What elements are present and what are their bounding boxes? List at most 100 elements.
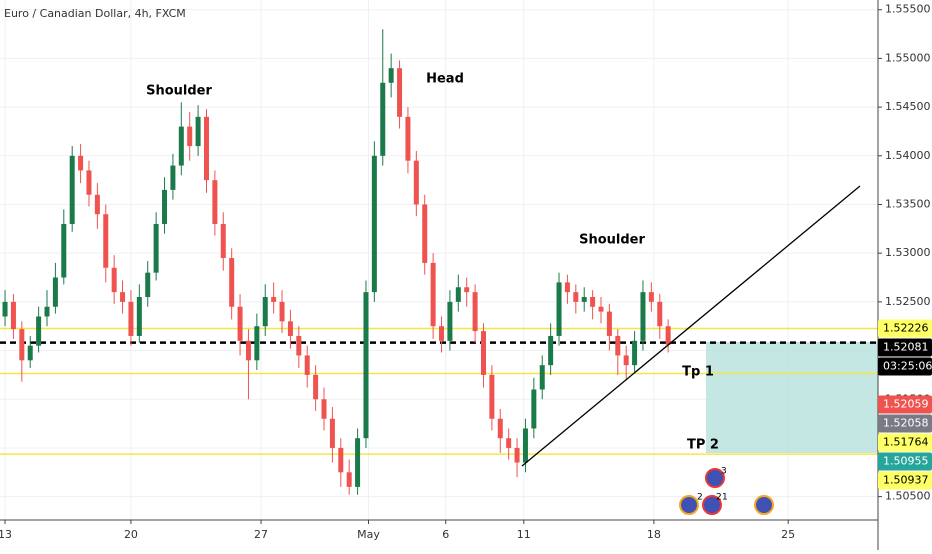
candle-body <box>78 155 84 171</box>
annotation: Shoulder <box>579 233 645 248</box>
y-tick-label: 1.53000 <box>885 246 931 259</box>
candle-body <box>598 306 604 312</box>
candle-body <box>455 287 461 302</box>
candle-body <box>413 160 419 205</box>
event-icon[interactable] <box>705 468 725 488</box>
price-tag-label: 1.52059 <box>883 398 929 411</box>
candle-body <box>573 292 579 302</box>
candle-body <box>506 438 512 448</box>
y-tick-label: 1.54500 <box>885 100 931 113</box>
price-tag-label: 1.50937 <box>883 474 929 487</box>
candle-body <box>271 297 277 302</box>
event-count: 3 <box>721 467 727 477</box>
candle-body <box>44 306 50 317</box>
candle-body <box>422 204 428 263</box>
y-tick-label: 1.52500 <box>885 295 931 308</box>
candle-body <box>447 301 453 341</box>
candle-body <box>203 116 209 181</box>
candle-body <box>355 438 361 487</box>
candle-body <box>338 447 344 473</box>
candle-body <box>514 447 520 463</box>
candle-body <box>380 82 386 156</box>
y-tick-label: 1.53500 <box>885 197 931 210</box>
candle-body <box>489 374 495 419</box>
countdown-tag <box>878 357 932 376</box>
candle-body <box>229 258 235 307</box>
candle-body <box>590 297 596 307</box>
event-count: 2 <box>697 493 703 503</box>
candle-body <box>480 331 486 375</box>
candle-body <box>464 287 470 293</box>
candle-body <box>262 297 268 327</box>
candle-body <box>556 282 562 336</box>
grid <box>0 0 878 520</box>
event-icons: 2 3 2 1 <box>679 467 774 515</box>
candle-body <box>103 214 109 268</box>
candle-body <box>397 68 403 117</box>
candle-body <box>329 418 335 448</box>
candle-body <box>606 311 612 336</box>
chart-title: Euro / Canadian Dollar, 4h, FXCM <box>4 7 186 20</box>
target-zone <box>706 342 878 453</box>
candle-body <box>522 428 528 463</box>
x-tick-label: 20 <box>124 528 138 541</box>
candle-body <box>648 292 654 302</box>
candle-body <box>531 389 537 429</box>
candle-body <box>237 306 243 341</box>
candle-body <box>61 223 67 278</box>
annotation: TP 2 <box>687 438 719 453</box>
y-tick-label: 1.55500 <box>885 3 931 16</box>
candle-body <box>363 292 369 439</box>
candle-body <box>304 355 310 375</box>
candle-body <box>52 277 58 307</box>
axis: 1.505001.510001.515001.520001.525001.530… <box>0 3 932 541</box>
candle-body <box>371 155 377 293</box>
candle-body <box>497 418 503 439</box>
y-tick-label: 1.50500 <box>885 490 931 503</box>
x-tick-label: May <box>357 528 380 541</box>
candle-body <box>296 335 302 356</box>
candle-body <box>27 345 33 361</box>
candle-body <box>405 116 411 161</box>
candle-body <box>321 399 327 419</box>
x-tick-label: 25 <box>781 528 795 541</box>
event-icon[interactable] <box>754 495 774 515</box>
candle-body <box>640 292 646 341</box>
candle-body <box>153 223 159 273</box>
event-icon[interactable] <box>702 495 722 515</box>
price-tag <box>878 414 932 433</box>
candle-body <box>69 155 75 224</box>
candle-body <box>195 116 201 147</box>
price-tag <box>878 319 932 338</box>
candle-body <box>178 126 184 166</box>
trendline <box>521 185 861 467</box>
candle-body <box>287 321 293 336</box>
candle-body <box>245 340 251 361</box>
candle-body <box>162 189 168 224</box>
candle-body <box>36 316 42 346</box>
candle-body <box>439 326 445 341</box>
x-tick-label: 18 <box>647 528 661 541</box>
price-tag <box>878 338 932 357</box>
price-tag-label: 1.50955 <box>883 455 929 468</box>
candles <box>2 29 671 495</box>
candle-body <box>346 472 352 487</box>
event-icon[interactable] <box>679 495 699 515</box>
price-tag-label: 1.52081 <box>883 341 929 354</box>
price-tag-label: 1.51764 <box>883 436 929 449</box>
candle-body <box>2 301 8 317</box>
price-tag <box>878 395 932 414</box>
candle-body <box>111 267 117 293</box>
candle-body <box>313 374 319 400</box>
event-count: 2 <box>716 493 722 503</box>
candle-body <box>187 126 193 147</box>
candle-body <box>472 292 478 332</box>
candle-body <box>220 223 226 259</box>
candle-body <box>86 170 92 195</box>
x-tick-label: 13 <box>0 528 12 541</box>
event-count: 1 <box>722 493 728 503</box>
candle-body <box>581 297 587 302</box>
candle-body <box>120 292 126 302</box>
price-tag <box>878 471 932 490</box>
candle-body <box>170 165 176 190</box>
